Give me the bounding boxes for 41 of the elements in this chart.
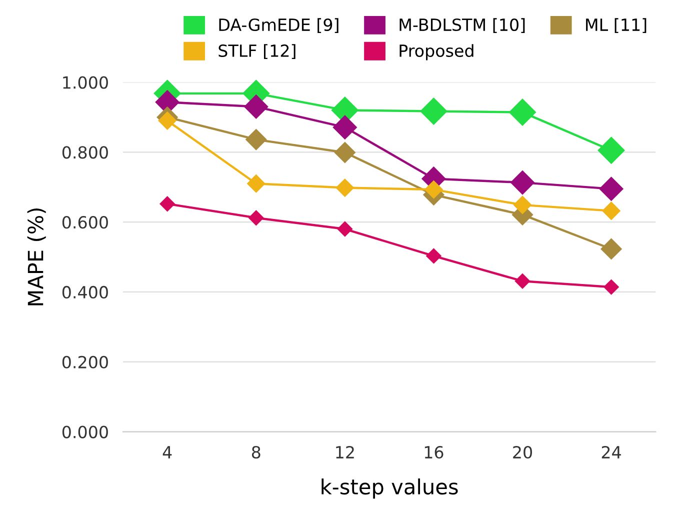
y-tick-label: 0.000 xyxy=(62,426,108,438)
y-axis-title: MAPE (%) xyxy=(27,208,46,306)
point xyxy=(246,129,267,150)
point xyxy=(420,98,448,125)
y-tick-label: 1.000 xyxy=(63,76,108,89)
point xyxy=(509,98,536,126)
y-tick-label: 0.800 xyxy=(62,146,108,159)
point xyxy=(514,274,530,289)
point xyxy=(604,279,619,295)
point xyxy=(337,221,352,237)
point xyxy=(510,170,534,195)
point xyxy=(334,142,356,164)
y-tick-label: 0.600 xyxy=(62,216,108,229)
point xyxy=(602,202,620,220)
point xyxy=(336,178,354,197)
point xyxy=(248,210,264,226)
point xyxy=(598,136,625,164)
x-tick-label: 24 xyxy=(602,446,621,458)
point xyxy=(160,196,175,212)
x-tick-label: 20 xyxy=(513,446,532,459)
legend-label: DA-GmEDE [9] xyxy=(219,18,338,34)
legend-label: Proposed xyxy=(400,44,474,60)
point xyxy=(600,238,622,260)
point xyxy=(599,176,624,201)
point xyxy=(426,248,442,264)
point xyxy=(424,180,443,199)
x-tick-label: 12 xyxy=(336,446,354,458)
point xyxy=(332,115,357,140)
point xyxy=(513,196,532,214)
x-axis-title: k-step values xyxy=(322,478,458,499)
legend-label: M-BDLSTM [10] xyxy=(400,18,525,34)
x-tick-label: 8 xyxy=(252,446,260,459)
legend-label: STLF [12] xyxy=(218,44,296,59)
y-tick-label: 0.200 xyxy=(62,356,108,368)
x-tick-label: 4 xyxy=(162,446,172,458)
legend-label: ML [11] xyxy=(586,18,646,34)
point xyxy=(244,94,268,119)
point xyxy=(247,174,266,193)
point xyxy=(158,112,176,130)
y-tick-label: 0.400 xyxy=(62,286,108,299)
x-tick-label: 16 xyxy=(424,446,444,459)
